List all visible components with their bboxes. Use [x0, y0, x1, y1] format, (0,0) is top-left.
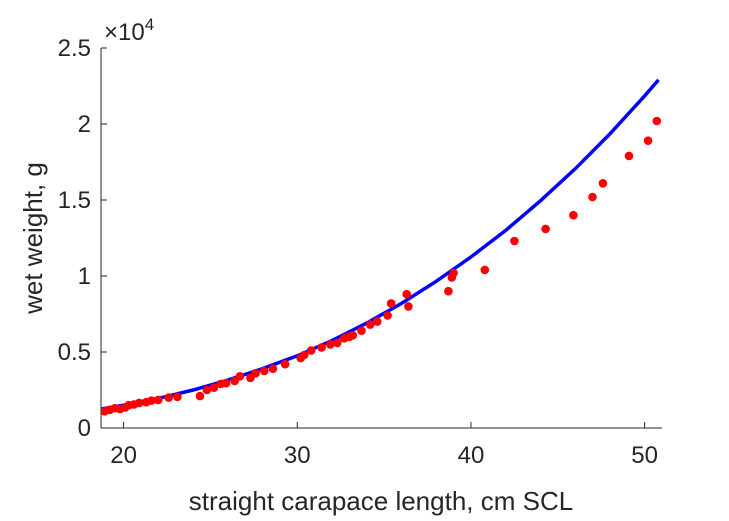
x-tick-label: 50 — [631, 442, 658, 469]
x-axis-label: straight carapace length, cm SCL — [189, 486, 573, 516]
x-tick-label: 40 — [458, 442, 485, 469]
x-tick-label: 30 — [284, 442, 311, 469]
y-tick-label: 0 — [78, 415, 91, 442]
data-point — [643, 136, 653, 145]
data-point — [383, 311, 392, 320]
data-point — [280, 359, 290, 369]
data-point — [510, 236, 519, 246]
data-point — [404, 302, 413, 311]
data-point — [598, 179, 608, 188]
data-point — [365, 320, 375, 329]
data-point — [306, 346, 316, 355]
data-point — [251, 369, 260, 378]
y-tick-label: 1.5 — [58, 187, 91, 214]
data-point — [357, 326, 366, 336]
data-point — [268, 364, 278, 374]
data-point — [154, 395, 163, 405]
data-point — [588, 192, 597, 202]
data-point — [221, 378, 231, 388]
data-point — [299, 350, 309, 360]
data-point — [348, 331, 358, 340]
data-point — [195, 391, 205, 401]
y-tick-label: 2 — [78, 111, 91, 138]
y-tick-label: 2.5 — [58, 35, 91, 62]
y-axis-label: wet weight, g — [18, 162, 48, 315]
data-points — [101, 116, 662, 416]
data-point — [386, 299, 396, 308]
y-ticks: 0 0.5 1 1.5 2 2.5 — [58, 35, 107, 442]
y-exponent-power: 4 — [145, 15, 154, 34]
data-point — [209, 383, 219, 393]
data-point — [134, 398, 144, 408]
plot-area — [101, 78, 662, 416]
y-exponent-label: ×104 — [104, 15, 154, 46]
x-ticks: 20 30 40 50 — [110, 422, 658, 469]
fit-line — [101, 78, 660, 411]
data-point — [260, 366, 269, 376]
data-point — [480, 265, 490, 275]
y-exponent-times: ×10 — [104, 19, 145, 46]
data-point — [332, 338, 342, 348]
data-point — [402, 289, 412, 299]
data-point — [652, 116, 662, 126]
data-point — [449, 268, 458, 278]
data-point — [372, 317, 382, 326]
data-point — [173, 392, 182, 402]
data-point — [317, 343, 326, 352]
data-point — [541, 224, 550, 234]
y-tick-label: 1 — [78, 263, 91, 290]
data-point — [202, 385, 212, 395]
data-point — [164, 393, 173, 402]
axes — [100, 48, 662, 429]
data-point — [624, 151, 634, 161]
x-tick-label: 20 — [110, 442, 137, 469]
data-point — [326, 340, 335, 349]
y-tick-label: 0.5 — [58, 339, 91, 366]
data-point — [444, 286, 453, 296]
data-point — [235, 372, 245, 381]
data-point — [569, 210, 578, 220]
data-point — [147, 396, 156, 405]
